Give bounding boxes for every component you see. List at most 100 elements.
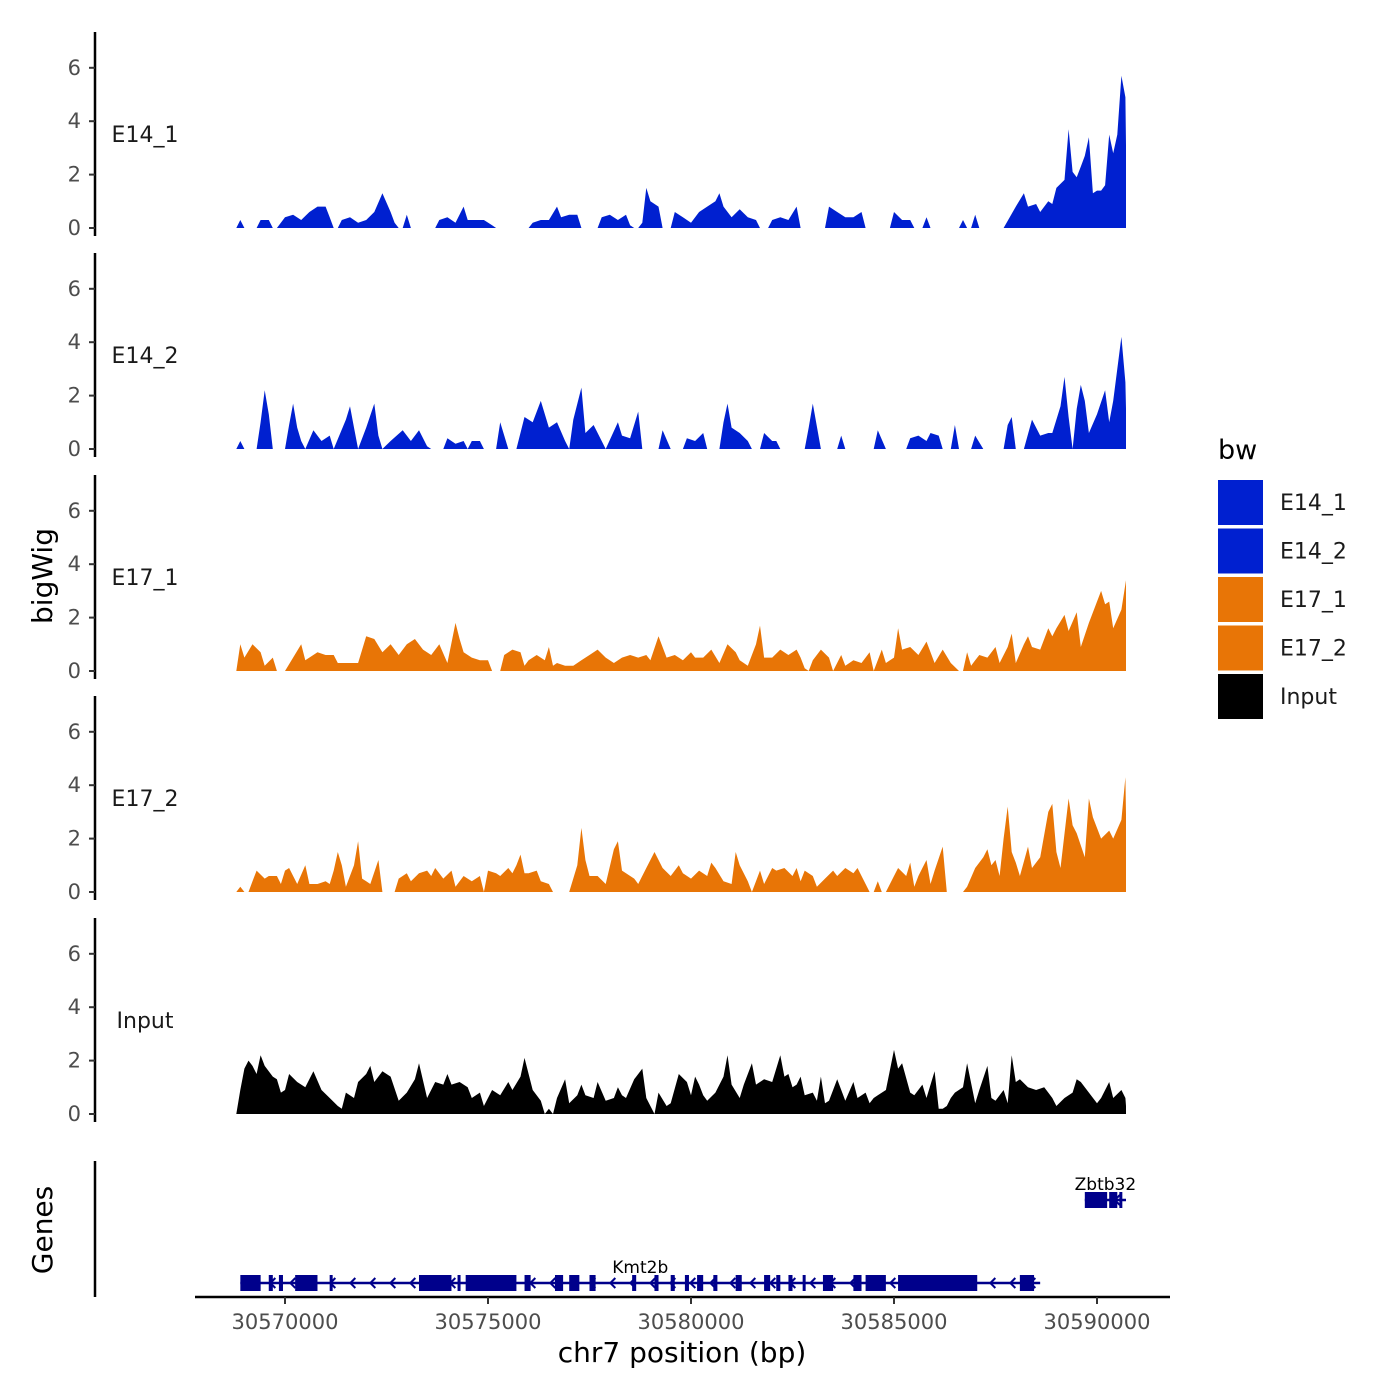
- strand-arrow: [348, 1277, 357, 1289]
- exon: [465, 1275, 517, 1291]
- legend-label: E14_1: [1280, 491, 1347, 516]
- signal-area: [236, 75, 1127, 228]
- legend-swatch: [1218, 528, 1263, 574]
- y-tick-label: 2: [68, 1049, 81, 1073]
- legend-entry: E14_1: [1218, 480, 1347, 525]
- genes-panel: Kmt2b Zbtb32: [93, 1161, 1137, 1297]
- exon: [898, 1275, 978, 1291]
- exon: [589, 1275, 596, 1291]
- y-tick-label: 2: [68, 606, 81, 630]
- strand-arrow: [1008, 1277, 1017, 1289]
- x-tick-label: 30590000: [1044, 1310, 1151, 1334]
- exon: [764, 1275, 771, 1291]
- y-tick-label: 6: [68, 720, 81, 744]
- x-tick-label: 30580000: [638, 1310, 745, 1334]
- legend-label: E14_2: [1280, 540, 1347, 565]
- y-tick-label: 6: [68, 942, 81, 966]
- exon: [295, 1275, 318, 1291]
- y-tick-label: 4: [68, 109, 81, 133]
- exon: [865, 1275, 886, 1291]
- track-label: E14_2: [112, 344, 179, 369]
- legend-swatch: [1218, 674, 1263, 719]
- exon: [524, 1275, 531, 1291]
- exon: [1119, 1192, 1123, 1208]
- y-tick-label: 2: [68, 384, 81, 408]
- y-tick-label: 0: [68, 437, 81, 461]
- gene-label: Zbtb32: [1075, 1175, 1137, 1195]
- track-label: E17_2: [112, 787, 179, 812]
- track-e14-1: 0 2 4 6 E14_1: [68, 32, 1127, 240]
- strand-arrow: [648, 1277, 657, 1289]
- exon: [776, 1275, 781, 1291]
- exon: [670, 1275, 675, 1291]
- gene-label: Kmt2b: [612, 1258, 668, 1278]
- x-tick-label: 30585000: [841, 1310, 948, 1334]
- exon: [684, 1275, 689, 1291]
- y-tick-label: 0: [68, 216, 81, 240]
- y-tick-label: 4: [68, 995, 81, 1019]
- strand-arrow: [608, 1277, 617, 1289]
- y-tick-label: 6: [68, 56, 81, 80]
- signal-area: [236, 1049, 1127, 1114]
- exon: [268, 1275, 273, 1291]
- legend-entry: E17_1: [1218, 577, 1347, 622]
- exon: [1019, 1275, 1035, 1291]
- track-label: E17_1: [112, 566, 179, 591]
- y-tick-label: 6: [68, 499, 81, 523]
- strand-arrow: [288, 1277, 297, 1289]
- exon: [654, 1275, 659, 1291]
- track-input: 0 2 4 6 Input: [68, 918, 1127, 1126]
- exon: [457, 1275, 461, 1291]
- exon: [713, 1275, 718, 1291]
- legend-label: E17_1: [1280, 588, 1347, 613]
- strand-arrow: [408, 1277, 417, 1289]
- legend-entry: Input: [1218, 674, 1337, 719]
- exon: [240, 1275, 261, 1291]
- exon: [788, 1275, 793, 1291]
- x-tick-label: 30575000: [435, 1310, 542, 1334]
- strand-arrow: [728, 1277, 737, 1289]
- legend-swatch: [1218, 577, 1263, 622]
- exon: [853, 1275, 862, 1291]
- exon: [632, 1275, 637, 1291]
- strand-arrow: [688, 1277, 697, 1289]
- y-tick-label: 4: [68, 552, 81, 576]
- strand-arrow: [888, 1277, 897, 1289]
- y-tick-label: 6: [68, 277, 81, 301]
- strand-arrow: [368, 1277, 377, 1289]
- x-axis: 30570000 30575000 30580000 30585000 30590000: [195, 1295, 1170, 1334]
- signal-tracks: 0 2 4 6 E14_1 0 2 4 6 E14_2 0 2 4 6 E17_1 0 2 4 6 E17_2 0 2 4 6…: [68, 32, 1127, 1126]
- strand-arrow: [988, 1277, 997, 1289]
- y-tick-label: 2: [68, 827, 81, 851]
- exon: [822, 1275, 834, 1291]
- y-tick-label: 0: [68, 659, 81, 683]
- signal-area: [236, 777, 1127, 892]
- track-e17-2: 0 2 4 6 E17_2: [68, 696, 1127, 904]
- x-axis-title: chr7 position (bp): [558, 1336, 807, 1369]
- x-tick-label: 30570000: [232, 1310, 339, 1334]
- y-tick-label: 2: [68, 163, 81, 187]
- track-label: Input: [117, 1009, 174, 1034]
- exon: [1109, 1192, 1118, 1208]
- y-tick-label: 4: [68, 330, 81, 354]
- legend-label: Input: [1280, 685, 1337, 710]
- signal-area: [236, 262, 1127, 449]
- legend-title: bw: [1218, 435, 1257, 466]
- y-tick-label: 4: [68, 773, 81, 797]
- strand-arrow: [768, 1277, 777, 1289]
- exon: [569, 1275, 580, 1291]
- legend: bw E14_1 E14_2 E17_1 E17_2 Input: [1218, 435, 1347, 719]
- exon: [554, 1275, 564, 1291]
- strand-arrow: [808, 1277, 817, 1289]
- exon: [1084, 1192, 1108, 1208]
- genes-axis-title: Genes: [26, 1186, 59, 1274]
- gene-zbtb32: Zbtb32: [1075, 1175, 1137, 1208]
- gene-kmt2b: Kmt2b: [240, 1258, 1041, 1291]
- exon: [802, 1275, 806, 1291]
- y-tick-label: 0: [68, 1102, 81, 1126]
- track-e14-2: 0 2 4 6 E14_2: [68, 253, 1127, 461]
- strand-arrow: [748, 1277, 757, 1289]
- exon: [418, 1275, 452, 1291]
- strand-arrow: [548, 1277, 557, 1289]
- track-label: E14_1: [112, 123, 179, 148]
